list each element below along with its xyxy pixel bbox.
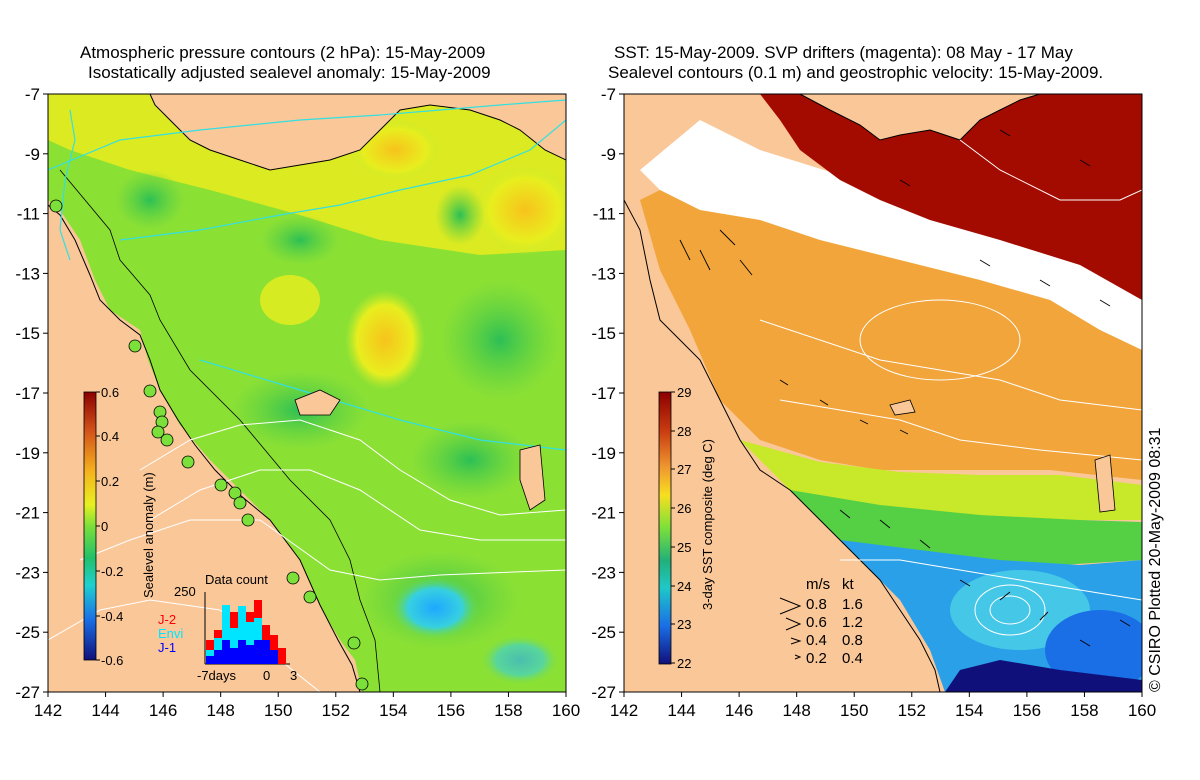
left-y-tick-label: -27 (15, 683, 40, 702)
left-x-tick-label: 156 (437, 701, 465, 720)
left-x-tick-label: 144 (91, 701, 119, 720)
velocity-key-ms-1: 0.6 (806, 614, 827, 631)
velocity-key-ms-0: 0.8 (806, 596, 827, 613)
data-count-ymax: 250 (174, 584, 196, 599)
left-title-line2: Isostatically adjusted sealevel anomaly:… (88, 63, 491, 82)
data-count-inset: Data count 250 -7days 0 3 J-2 Envi J-1 (158, 572, 297, 683)
right-y-tick-label: -21 (591, 504, 616, 523)
tide-gauge-markers (49, 199, 369, 691)
legend-j2: J-2 (158, 612, 176, 627)
data-count-xlabel-end: 3 (290, 668, 297, 683)
rcbar-tick-7: 22 (677, 656, 691, 671)
lcbar-tick-1: 0.4 (101, 429, 119, 444)
data-count-title: Data count (205, 572, 268, 587)
rcbar-tick-4: 25 (677, 540, 691, 555)
data-count-xlabel-zero: 0 (263, 668, 270, 683)
lcbar-tick-3: 0 (101, 519, 108, 534)
rcbar-tick-0: 29 (677, 385, 691, 400)
right-y-tick-label: -15 (591, 324, 616, 343)
left-y-tick-label: -13 (15, 264, 40, 283)
right-y-tick-label: -25 (591, 623, 616, 642)
rcbar-label: 3-day SST composite (deg C) (700, 439, 715, 610)
right-x-tick-label: 154 (955, 701, 983, 720)
rcbar-tick-6: 23 (677, 617, 691, 632)
right-y-tick-label: -27 (591, 683, 616, 702)
right-x-tick-label: 160 (1128, 701, 1156, 720)
lcbar-label: Sealevel anomaly (m) (141, 472, 156, 598)
rcbar-tick-2: 27 (677, 462, 691, 477)
right-x-tick-label: 150 (840, 701, 868, 720)
data-count-xlabel-start: -7days (197, 668, 237, 683)
velocity-key-header-ms: m/s (806, 576, 830, 593)
right-x-tick-label: 148 (782, 701, 810, 720)
right-x-tick-label: 144 (667, 701, 695, 720)
velocity-key-ms-2: 0.4 (806, 632, 827, 649)
axis-ticks (43, 93, 1143, 697)
left-x-tick-label: 154 (379, 701, 407, 720)
left-x-tick-label: 142 (34, 701, 62, 720)
legend-j1: J-1 (158, 640, 176, 655)
rcbar-tick-1: 28 (677, 424, 691, 439)
right-x-tick-label: 152 (898, 701, 926, 720)
right-x-tick-label: 142 (610, 701, 638, 720)
right-y-tick-label: -17 (591, 384, 616, 403)
left-y-tick-label: -23 (15, 563, 40, 582)
velocity-key-ms-3: 0.2 (806, 650, 827, 667)
left-y-tick-label: -9 (25, 145, 40, 164)
right-x-tick-label: 158 (1070, 701, 1098, 720)
lcbar-tick-5: -0.4 (101, 609, 123, 624)
right-y-tick-label: -11 (593, 205, 616, 224)
lcbar-tick-0: 0.6 (101, 385, 119, 400)
geostrophic-velocity-arrows (679, 129, 1131, 647)
lcbar-tick-4: -0.2 (101, 564, 123, 579)
right-y-tick-label: -9 (601, 145, 616, 164)
data-count-bars (206, 600, 286, 664)
left-colorbar: 0.6 0.4 0.2 0 -0.2 -0.4 -0.6 Sealevel an… (83, 385, 156, 668)
rcbar-tick-5: 24 (677, 579, 691, 594)
left-y-tick-label: -21 (15, 504, 40, 523)
right-y-tick-label: -7 (601, 85, 616, 104)
lcbar-tick-6: -0.6 (101, 653, 123, 668)
left-y-tick-label: -15 (15, 324, 40, 343)
left-x-tick-label: 158 (494, 701, 522, 720)
left-map (47, 93, 567, 693)
rcbar-tick-3: 26 (677, 501, 691, 516)
velocity-key-header-kt: kt (842, 576, 855, 593)
left-x-tick-label: 150 (264, 701, 292, 720)
left-x-tick-label: 148 (206, 701, 234, 720)
legend-envi: Envi (158, 626, 183, 641)
left-x-tick-label: 152 (322, 701, 350, 720)
right-title-line2: Sealevel contours (0.1 m) and geostrophi… (608, 63, 1104, 82)
right-x-tick-label: 156 (1013, 701, 1041, 720)
right-map (623, 93, 1143, 693)
right-y-tick-label: -19 (591, 444, 616, 463)
velocity-key-kt-0: 1.6 (842, 596, 863, 613)
right-x-tick-label: 146 (725, 701, 753, 720)
left-x-tick-label: 160 (552, 701, 580, 720)
right-title-line1: SST: 15-May-2009. SVP drifters (magenta)… (614, 43, 1073, 62)
sealevel-contours (759, 139, 1142, 636)
left-title-line1: Atmospheric pressure contours (2 hPa): 1… (80, 43, 486, 62)
left-y-tick-label: -25 (15, 623, 40, 642)
right-colorbar: 29 28 27 26 25 24 23 22 3-day SST compos… (658, 385, 715, 671)
right-y-tick-label: -13 (591, 264, 616, 283)
credit-text: © CSIRO Plotted 20-May-2009 08:31 (1147, 428, 1164, 692)
velocity-key-kt-2: 0.8 (842, 632, 863, 649)
velocity-key: m/s kt 0.8 1.6 0.6 1.2 0.4 0.8 0.2 0.4 (779, 576, 863, 667)
lcbar-tick-2: 0.2 (101, 474, 119, 489)
right-y-tick-label: -23 (591, 563, 616, 582)
left-y-tick-label: -11 (17, 205, 40, 224)
velocity-key-kt-3: 0.4 (842, 650, 863, 667)
left-y-tick-label: -17 (15, 384, 40, 403)
velocity-key-kt-1: 1.2 (842, 614, 863, 631)
left-y-tick-label: -7 (25, 85, 40, 104)
left-y-tick-label: -19 (15, 444, 40, 463)
left-x-tick-label: 146 (149, 701, 177, 720)
